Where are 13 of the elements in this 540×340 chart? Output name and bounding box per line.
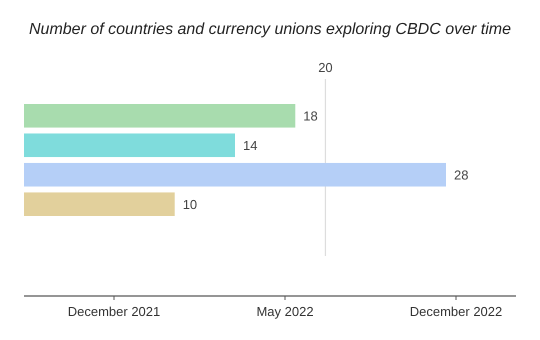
bar xyxy=(24,104,296,128)
data-label: 14 xyxy=(243,138,258,153)
bar xyxy=(24,133,235,158)
text: May 2022 xyxy=(256,304,314,319)
bar xyxy=(24,162,446,187)
data-label: 10 xyxy=(182,196,198,212)
chart-title: Number of countries and currency unions exploring CBDC over time xyxy=(29,21,512,38)
data-label: 18 xyxy=(303,108,318,124)
bar xyxy=(24,192,175,216)
data-label: 28 xyxy=(454,167,468,182)
ref-line-label: 20 xyxy=(318,60,333,75)
text: December 2021 xyxy=(68,304,160,319)
text: December 2022 xyxy=(410,304,502,319)
